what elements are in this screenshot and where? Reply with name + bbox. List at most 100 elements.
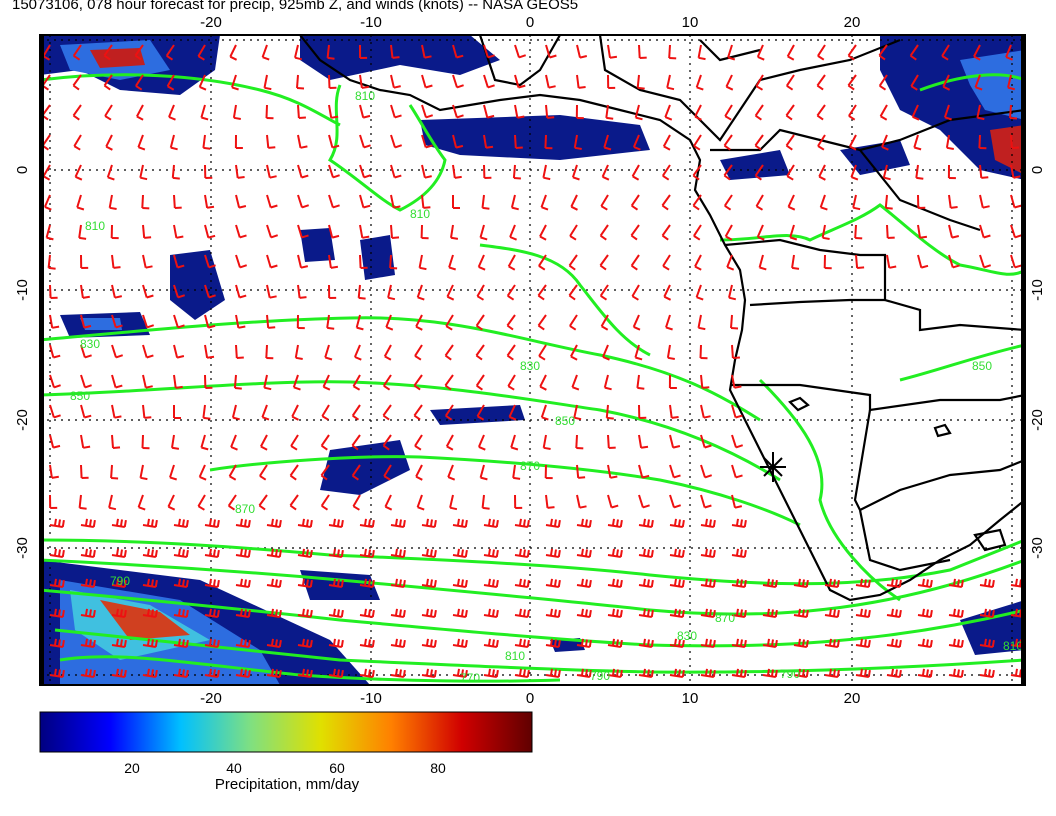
wind-barb <box>669 464 681 479</box>
precip-region <box>990 125 1025 175</box>
wind-barb <box>605 104 614 120</box>
wind-barb <box>387 284 396 301</box>
wind-barb <box>700 494 712 509</box>
wind-barb <box>576 494 587 509</box>
wind-barb <box>538 254 547 271</box>
wind-barb <box>700 578 716 588</box>
wind-barb <box>328 164 340 179</box>
lon-tick-label-top: -10 <box>360 14 382 31</box>
wind-barb <box>359 164 371 179</box>
wind-barb <box>545 104 555 119</box>
wind-barb <box>359 254 368 269</box>
wind-barb <box>265 344 274 360</box>
wind-barb <box>204 374 213 389</box>
wind-barb <box>483 104 495 119</box>
wind-barb <box>789 224 798 241</box>
wind-barb <box>514 668 530 678</box>
wind-barb <box>173 518 189 528</box>
wind-barb <box>475 374 485 391</box>
lat-tick-label-left: -30 <box>14 537 31 559</box>
wind-barb <box>911 104 920 121</box>
wind-barb <box>662 254 671 271</box>
wind-barb <box>452 134 464 149</box>
contour-label: 850 <box>555 414 575 428</box>
wind-barb <box>669 518 685 528</box>
wind-barb <box>292 374 301 391</box>
wind-barb <box>668 374 677 389</box>
wind-barb <box>416 284 425 301</box>
wind-barb <box>669 404 679 419</box>
wind-barb <box>449 494 458 511</box>
wind-barb <box>917 668 933 678</box>
wind-barb <box>142 548 158 558</box>
wind-barb <box>666 74 675 91</box>
wind-barb <box>917 224 928 239</box>
wind-barb <box>607 608 623 618</box>
wind-barb <box>731 548 747 558</box>
wind-barb <box>263 374 272 391</box>
wind-barb <box>421 164 432 179</box>
wind-barb <box>539 374 547 391</box>
frame-edge <box>40 35 44 685</box>
wind-barb <box>638 548 654 558</box>
contour-line <box>40 73 341 127</box>
wind-barb <box>258 494 268 511</box>
contour-label: 850 <box>972 359 992 373</box>
wind-barb <box>139 164 148 181</box>
wind-barb <box>49 548 65 558</box>
contour-line <box>327 84 447 212</box>
wind-barb <box>45 224 54 241</box>
wind-barb <box>731 578 747 588</box>
wind-barb <box>173 608 189 618</box>
wind-barb <box>200 104 209 121</box>
wind-barb <box>173 194 182 209</box>
contour-line <box>758 378 901 602</box>
wind-barb <box>328 608 344 618</box>
wind-barb <box>909 44 919 61</box>
contour-label: 870 <box>520 459 540 473</box>
wind-barb <box>636 74 645 90</box>
wind-barb <box>421 668 437 678</box>
wind-barb <box>134 44 144 61</box>
wind-barb <box>942 74 951 91</box>
wind-barb <box>359 224 370 239</box>
wind-barb <box>49 608 65 618</box>
wind-barb <box>204 344 215 359</box>
wind-barb <box>452 104 464 119</box>
country-border <box>598 35 901 142</box>
wind-barb <box>755 194 764 211</box>
wind-barb <box>632 314 641 331</box>
wind-barb <box>631 284 640 301</box>
wind-barb <box>291 404 299 421</box>
wind-barb <box>569 224 578 241</box>
wind-barb <box>479 464 488 481</box>
wind-barb <box>74 164 83 181</box>
wind-barb <box>638 44 647 59</box>
wind-barb <box>917 578 933 588</box>
wind-barb <box>49 344 61 359</box>
wind-barb <box>731 638 747 648</box>
wind-barb <box>575 104 584 120</box>
wind-barb <box>879 104 888 121</box>
wind-barb <box>791 254 800 270</box>
wind-barb <box>731 518 747 528</box>
wind-barb <box>512 164 521 180</box>
colorbar-tick-label: 20 <box>124 760 140 776</box>
wind-barb <box>359 518 375 528</box>
wind-barb <box>390 194 401 209</box>
wind-barb <box>142 254 153 269</box>
wind-barb <box>724 104 733 121</box>
wind-barb <box>421 548 437 558</box>
contour-label: 770 <box>460 671 480 685</box>
country-border <box>859 458 1025 511</box>
wind-barb <box>227 494 237 511</box>
wind-barb <box>786 44 795 61</box>
wind-barb <box>382 404 392 421</box>
wind-barb <box>142 578 158 588</box>
wind-barb <box>326 314 335 330</box>
wind-barb <box>697 314 706 331</box>
wind-barb <box>421 134 433 149</box>
wind-barb <box>328 638 344 648</box>
wind-barb <box>447 464 456 481</box>
wind-barb <box>545 668 561 678</box>
